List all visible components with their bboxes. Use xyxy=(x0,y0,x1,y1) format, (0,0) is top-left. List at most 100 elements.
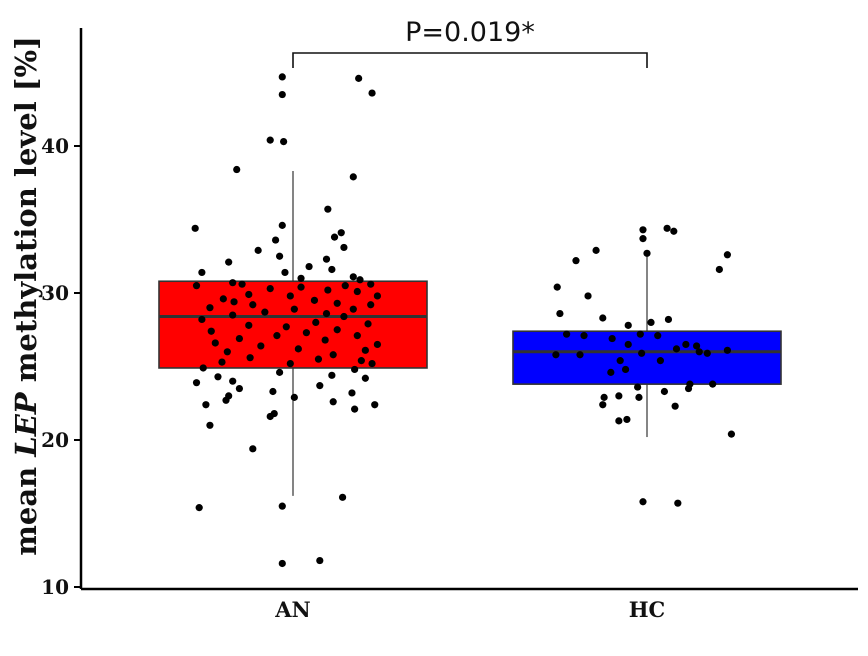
data-point-hc xyxy=(715,265,723,274)
data-point-an xyxy=(245,290,253,299)
data-point-an xyxy=(328,265,336,274)
data-point-an xyxy=(316,556,324,565)
data-point-hc xyxy=(624,340,632,349)
data-point-hc xyxy=(660,387,669,396)
data-point-an xyxy=(269,387,277,396)
bracket-line xyxy=(292,52,648,68)
data-point-an xyxy=(278,559,286,568)
data-point-an xyxy=(235,334,243,343)
data-point-hc xyxy=(624,321,632,329)
y-tick-label-10: 10 xyxy=(41,575,69,599)
data-point-an xyxy=(353,332,361,340)
data-point-an xyxy=(278,90,286,99)
data-point-an xyxy=(246,354,254,362)
data-point-hc xyxy=(723,251,732,259)
data-point-hc xyxy=(623,415,631,424)
data-point-an xyxy=(324,205,332,213)
data-point-hc xyxy=(580,332,588,340)
data-point-hc xyxy=(615,417,623,425)
data-point-hc xyxy=(576,351,584,359)
data-point-an xyxy=(199,364,207,372)
data-point-hc xyxy=(592,246,600,254)
data-point-hc xyxy=(563,330,571,338)
data-point-an xyxy=(191,224,199,232)
data-point-an xyxy=(340,243,348,252)
data-point-an xyxy=(273,332,281,340)
data-point-an xyxy=(286,359,294,368)
data-point-hc xyxy=(616,357,624,365)
data-point-an xyxy=(206,304,214,312)
data-point-hc xyxy=(599,401,607,409)
data-point-an xyxy=(214,373,222,381)
y-ticks: 10 20 30 40 xyxy=(41,134,81,599)
data-point-an xyxy=(312,318,320,326)
axes-layer xyxy=(79,28,858,591)
data-point-an xyxy=(338,493,347,501)
data-point-an xyxy=(278,73,286,81)
data-point-an xyxy=(294,345,302,353)
data-point-an xyxy=(229,279,237,287)
data-point-an xyxy=(367,301,375,309)
data-point-an xyxy=(233,165,241,174)
data-point-hc xyxy=(636,330,644,338)
data-point-hc xyxy=(692,342,701,350)
data-point-an xyxy=(219,295,227,303)
data-point-an xyxy=(278,502,286,510)
data-point-hc xyxy=(643,249,651,257)
data-point-an xyxy=(364,320,372,328)
data-point-an xyxy=(222,396,230,404)
data-point-an xyxy=(230,298,238,306)
data-point-hc xyxy=(695,348,703,356)
data-point-an xyxy=(223,348,231,356)
data-point-an xyxy=(192,379,201,387)
data-point-an xyxy=(192,282,201,290)
data-point-an xyxy=(235,384,243,393)
data-point-an xyxy=(351,365,359,374)
data-point-an xyxy=(349,305,357,313)
box-hc xyxy=(512,330,782,385)
y-tick-label-30: 30 xyxy=(41,281,69,305)
data-point-an xyxy=(206,421,214,429)
data-point-an xyxy=(373,340,382,349)
data-point-an xyxy=(202,401,210,409)
data-point-an xyxy=(340,312,348,321)
data-point-an xyxy=(371,401,379,409)
x-tick-label-hc: HC xyxy=(629,597,666,622)
data-point-an xyxy=(198,315,206,324)
data-point-hc xyxy=(703,349,711,357)
data-point-an xyxy=(356,276,364,284)
data-point-an xyxy=(349,173,357,181)
data-point-an xyxy=(355,74,363,82)
data-point-an xyxy=(271,236,280,244)
data-point-an xyxy=(367,280,375,288)
data-point-an xyxy=(276,368,284,376)
data-point-hc xyxy=(608,334,616,343)
data-point-hc xyxy=(572,257,580,265)
data-point-hc xyxy=(599,314,607,322)
y-axis-label-suffix: methylation level [%] xyxy=(9,36,43,392)
data-point-an xyxy=(281,268,289,277)
data-point-an xyxy=(278,221,286,229)
data-point-an xyxy=(321,336,329,344)
data-point-hc xyxy=(553,283,561,291)
data-point-an xyxy=(238,280,246,288)
data-point-an xyxy=(195,504,203,512)
data-point-an xyxy=(261,308,269,316)
data-point-an xyxy=(297,283,305,291)
data-point-an xyxy=(361,346,369,354)
data-point-hc xyxy=(639,235,647,243)
data-point-hc xyxy=(635,393,643,401)
data-point-an xyxy=(330,233,339,241)
points-layer xyxy=(191,73,736,568)
significance-bracket: P=0.019* xyxy=(292,17,648,68)
data-point-an xyxy=(290,305,298,313)
data-point-hc xyxy=(556,309,564,318)
data-point-hc xyxy=(638,349,646,357)
data-point-hc xyxy=(727,430,736,438)
data-point-hc xyxy=(709,380,717,388)
data-point-an xyxy=(302,329,310,337)
data-point-hc xyxy=(639,226,647,234)
data-point-an xyxy=(353,287,361,296)
y-axis-label-gene: LEP xyxy=(9,391,43,457)
